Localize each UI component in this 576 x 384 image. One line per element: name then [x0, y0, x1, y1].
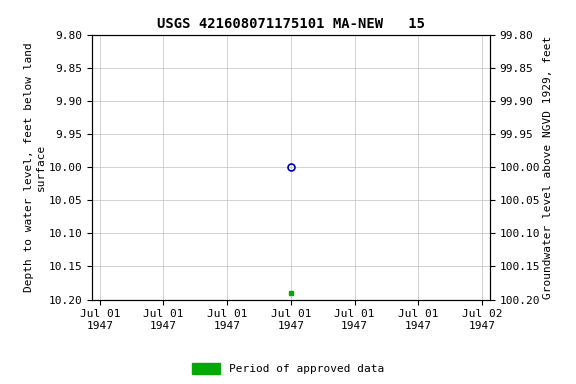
- Title: USGS 421608071175101 MA-NEW   15: USGS 421608071175101 MA-NEW 15: [157, 17, 425, 31]
- Y-axis label: Depth to water level, feet below land
surface: Depth to water level, feet below land su…: [24, 42, 46, 292]
- Y-axis label: Groundwater level above NGVD 1929, feet: Groundwater level above NGVD 1929, feet: [543, 35, 552, 299]
- Legend: Period of approved data: Period of approved data: [188, 358, 388, 379]
